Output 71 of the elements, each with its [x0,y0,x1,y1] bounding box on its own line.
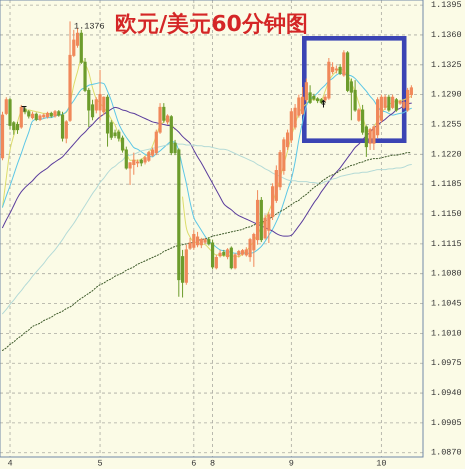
y-tick-label: 1.1290 [431,90,462,100]
candlestick [27,109,30,120]
candlestick [391,94,394,110]
x-tick-label: 8 [210,458,216,468]
text: 欧元/美元60分钟图 [115,11,308,37]
line-series [2,102,412,237]
y-tick-label: 1.1220 [431,149,462,160]
y-tick-label: 1.1255 [431,119,462,130]
candlestick [20,104,23,130]
y-tick-label: 1.1395 [431,0,462,10]
line-series [2,152,412,351]
y-tick-label: 1.0940 [431,388,462,398]
candlestick [316,96,320,104]
x-tick-label: 9 [288,458,294,468]
candlestick [394,98,398,112]
y-tick-label: 1.1325 [431,60,462,70]
candlestick [210,239,214,270]
y-tick-label: 1.1045 [431,298,462,309]
candlestick [334,65,338,74]
x-tick-label: 4 [7,458,13,468]
candlestick [170,114,173,156]
candlestick [240,248,244,256]
x-tick-label: 6 [191,458,196,468]
candlestick [140,158,143,167]
candlestick [50,111,53,118]
candlestick [222,249,226,258]
candlestick [34,112,38,122]
y-tick-label: 1.0905 [431,418,462,428]
candlestick [38,114,42,122]
y-tick-label: 1.1150 [431,209,462,220]
candlestick [338,63,342,76]
candlestick [226,248,230,260]
candlestick [398,99,402,106]
candlestick [42,112,46,120]
candlestick [368,127,372,151]
candlestick [166,114,170,125]
x-tick-label: 10 [376,458,386,468]
x-tick-label: 5 [97,458,103,468]
y-tick-label: 1.1010 [431,328,462,338]
candlestick [387,94,390,112]
candlestick [8,98,12,130]
candlestick [263,214,267,240]
y-tick-label: 1.0975 [431,358,462,368]
candlestick [46,111,50,120]
y-tick-label: 1.0870 [431,448,462,458]
candlestick [342,50,346,78]
candlestick [357,108,360,122]
candlestick [214,254,218,270]
candlestick [196,231,200,248]
candlestick [98,69,102,121]
candlestick [203,237,207,244]
candlestick [233,252,237,270]
candlestick [30,111,34,120]
line-series [2,142,412,314]
y-tick-label: 1.1360 [431,30,462,40]
annotation: 1.1376 [74,21,105,32]
candlestick [60,111,64,142]
candlestick [327,57,330,100]
y-tick-label: 1.1185 [431,179,462,190]
candlestick [230,246,233,270]
candlestick [16,121,20,134]
candlestick [162,102,166,124]
candlestick [406,87,410,112]
candlestick [106,94,110,148]
candlestick [308,84,312,105]
y-tick-label: 1.1115 [431,238,462,249]
candlestick [260,196,263,243]
candlestick [147,150,150,162]
candlestick [192,230,196,250]
y-tick-label: 1.1080 [431,268,462,279]
candlestick [53,109,57,118]
